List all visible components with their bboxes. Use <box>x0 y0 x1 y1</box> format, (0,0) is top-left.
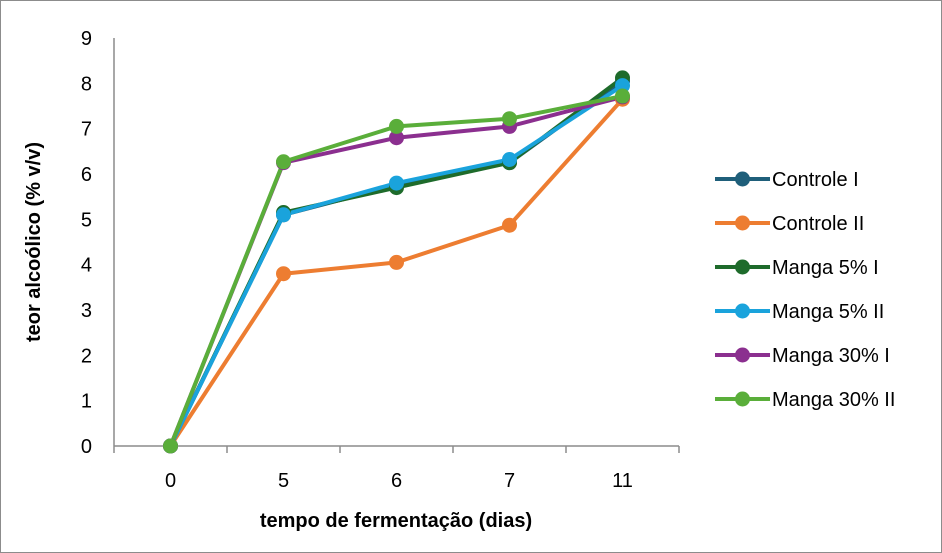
legend-marker <box>735 303 750 319</box>
y-tick-label: 3 <box>81 300 92 322</box>
legend-item: Manga 30% II <box>715 389 895 411</box>
x-tick-label: 11 <box>612 470 633 492</box>
legend-item: Controle I <box>715 169 859 191</box>
x-tick-marks <box>113 446 680 453</box>
y-tick-label: 9 <box>81 28 92 50</box>
y-tick-label: 7 <box>81 119 92 141</box>
legend-marker <box>735 171 750 187</box>
y-tick-label: 8 <box>81 73 92 95</box>
data-point <box>389 175 404 191</box>
data-point <box>502 217 517 233</box>
series-line-5 <box>168 94 623 447</box>
y-tick-label: 0 <box>81 436 92 458</box>
y-tick-label: 4 <box>81 255 92 277</box>
legend-label: Controle II <box>772 213 864 235</box>
x-tick-label: 6 <box>391 470 402 492</box>
data-point <box>615 88 630 104</box>
legend-marker <box>735 259 750 275</box>
x-tick-labels: 0 5 6 7 11 <box>165 470 633 492</box>
axes <box>113 38 679 447</box>
data-point <box>389 254 404 270</box>
legend-item: Manga 30% I <box>715 345 890 367</box>
series-points <box>163 70 630 454</box>
legend-label: Controle I <box>772 169 859 191</box>
data-point <box>389 130 404 146</box>
y-tick-label: 5 <box>81 209 92 231</box>
legend-label: Manga 5% II <box>772 301 884 323</box>
x-tick-label: 7 <box>504 470 515 492</box>
data-point <box>615 78 630 94</box>
x-tick-label: 5 <box>278 470 289 492</box>
legend: Controle I Controle II Manga 5% I Manga 5% … <box>715 169 895 411</box>
legend-label: Manga 30% II <box>772 389 895 411</box>
legend-marker <box>735 215 750 231</box>
legend-item: Manga 5% I <box>715 257 879 279</box>
data-point <box>163 438 178 454</box>
data-point <box>502 151 517 167</box>
y-tick-label: 6 <box>81 164 92 186</box>
legend-item: Controle II <box>715 213 864 235</box>
y-tick-label: 1 <box>81 391 92 413</box>
data-point <box>276 154 291 170</box>
legend-label: Manga 30% I <box>772 345 890 367</box>
data-point <box>502 111 517 127</box>
y-tick-labels: 0 1 2 3 4 5 6 7 8 9 <box>81 28 92 458</box>
legend-marker <box>735 391 750 407</box>
x-tick-label: 0 <box>165 470 176 492</box>
legend-item: Manga 5% II <box>715 301 884 323</box>
legend-marker <box>735 347 750 363</box>
x-axis-title: tempo de fermentação (dias) <box>260 510 532 532</box>
data-point <box>389 118 404 134</box>
y-tick-label: 2 <box>81 345 92 367</box>
data-point <box>276 266 291 282</box>
y-axis-title: teor alcoólico (% v/v) <box>23 142 45 342</box>
legend-label: Manga 5% I <box>772 257 879 279</box>
data-point <box>276 207 291 223</box>
